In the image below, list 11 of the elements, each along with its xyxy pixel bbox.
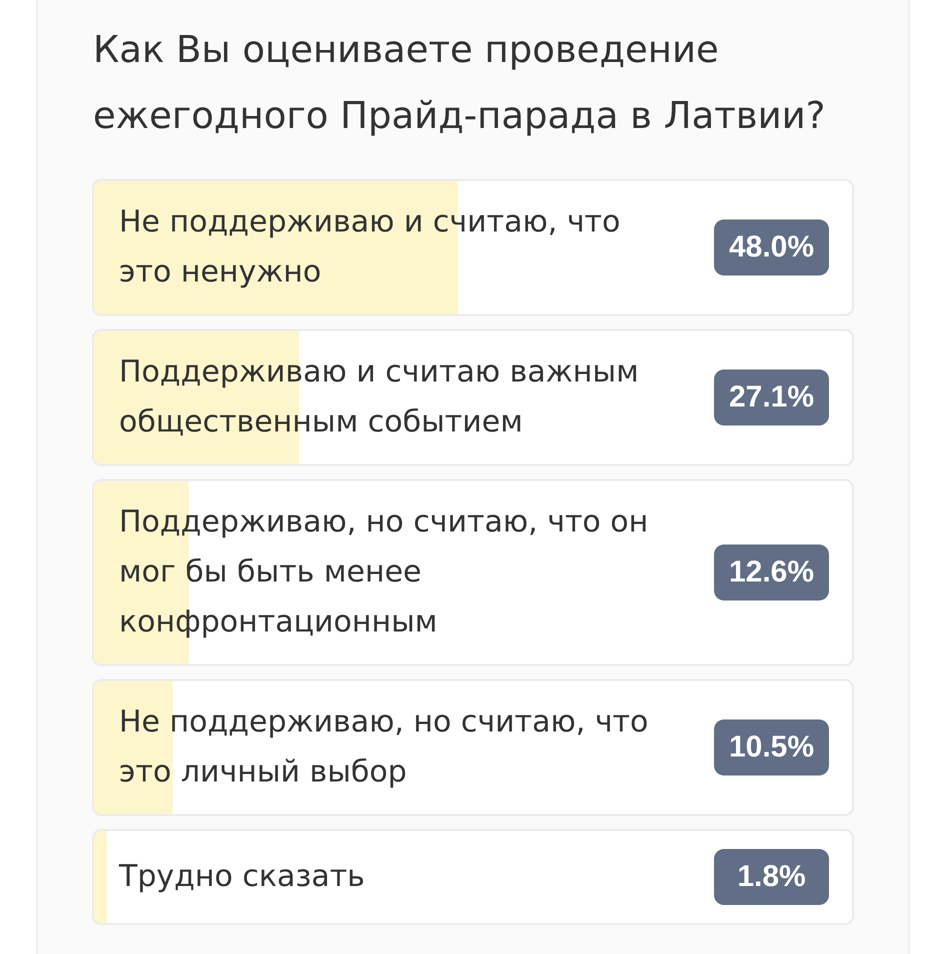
- data-label: 27.1%: [728, 380, 814, 414]
- data-label: 1.8%: [737, 860, 806, 893]
- data-label: 48.0%: [728, 230, 814, 264]
- y-tick-label: Поддерживаю, но считаю, что он мог бы быть менее конфронтационным: [119, 504, 648, 640]
- y-tick-label: Поддерживаю и считаю важным общественным событием: [119, 354, 639, 440]
- y-tick-label: Не поддерживаю и считаю, что это ненужно: [119, 204, 620, 290]
- data-label: 10.5%: [728, 730, 814, 764]
- chart-title: Как Вы оцениваете проведение ежегодного Прайд-парада в Латвии?: [93, 28, 826, 137]
- y-tick-label: Трудно сказать: [118, 859, 365, 894]
- y-tick-label: Не поддерживаю, но считаю, что это личный выбор: [119, 704, 648, 790]
- data-label: 12.6%: [728, 556, 814, 588]
